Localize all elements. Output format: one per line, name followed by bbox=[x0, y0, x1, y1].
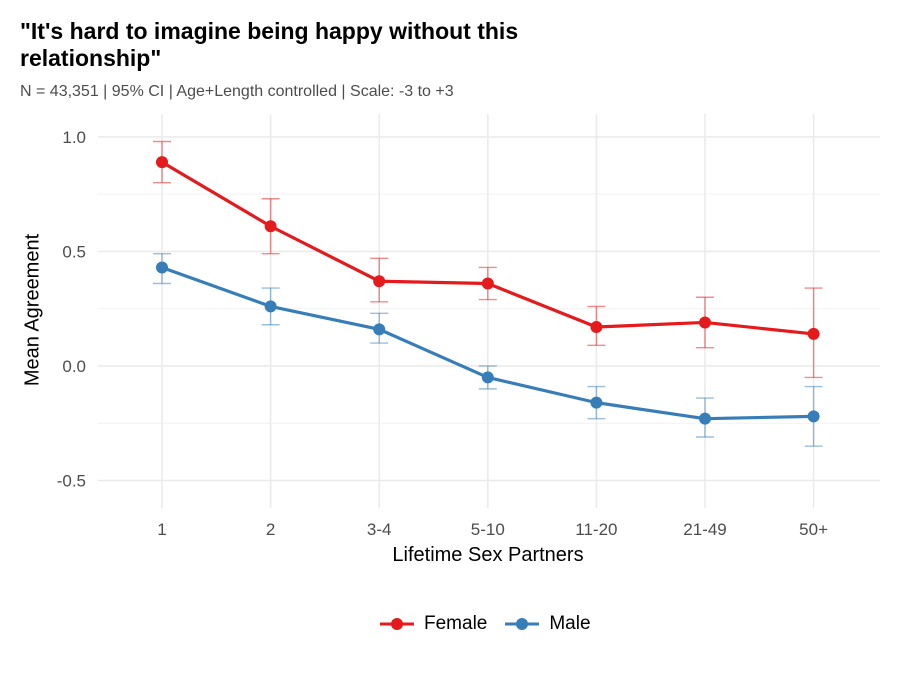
x-tick-label: 3-4 bbox=[367, 520, 392, 539]
data-point-female bbox=[156, 156, 168, 169]
data-point-female bbox=[264, 220, 277, 233]
legend-dot-female bbox=[391, 618, 403, 630]
legend-label-male: Male bbox=[549, 613, 591, 634]
legend-dot-male bbox=[516, 618, 529, 630]
data-point-male bbox=[699, 412, 711, 425]
chart-subtitle: N = 43,351 | 95% CI | Age+Length control… bbox=[20, 83, 454, 100]
data-point-female bbox=[699, 316, 711, 329]
y-tick-label: 1.0 bbox=[62, 128, 86, 147]
legend-item-female: Female bbox=[380, 612, 487, 636]
data-point-male bbox=[481, 371, 494, 384]
data-point-female bbox=[590, 321, 603, 334]
x-axis-label: Lifetime Sex Partners bbox=[392, 544, 584, 566]
legend: Female Male bbox=[380, 612, 609, 636]
x-tick-label: 21-49 bbox=[683, 520, 726, 539]
data-point-female bbox=[373, 275, 386, 288]
y-tick-label: 0.5 bbox=[62, 242, 86, 261]
data-point-male bbox=[590, 396, 603, 409]
legend-label-female: Female bbox=[424, 613, 488, 634]
data-point-male bbox=[156, 261, 168, 274]
x-tick-label: 2 bbox=[266, 520, 275, 539]
data-point-female bbox=[481, 277, 494, 290]
legend-key-male bbox=[505, 618, 540, 630]
x-tick-label: 11-20 bbox=[575, 520, 617, 539]
legend-item-male: Male bbox=[505, 612, 591, 636]
data-point-male bbox=[373, 323, 386, 336]
chart-title: "It's hard to imagine being happy withou… bbox=[20, 18, 519, 71]
x-tick-label: 1 bbox=[157, 520, 166, 539]
legend-key-female bbox=[380, 618, 414, 630]
x-tick-label: 5-10 bbox=[471, 520, 505, 539]
x-tick-label: 50+ bbox=[799, 520, 828, 539]
data-point-male bbox=[807, 410, 820, 423]
data-point-male bbox=[264, 300, 277, 313]
y-axis-label: Mean Agreement bbox=[21, 233, 44, 387]
y-tick-label: 0.0 bbox=[62, 357, 86, 376]
data-point-female bbox=[807, 327, 820, 340]
y-tick-label: -0.5 bbox=[57, 472, 86, 491]
